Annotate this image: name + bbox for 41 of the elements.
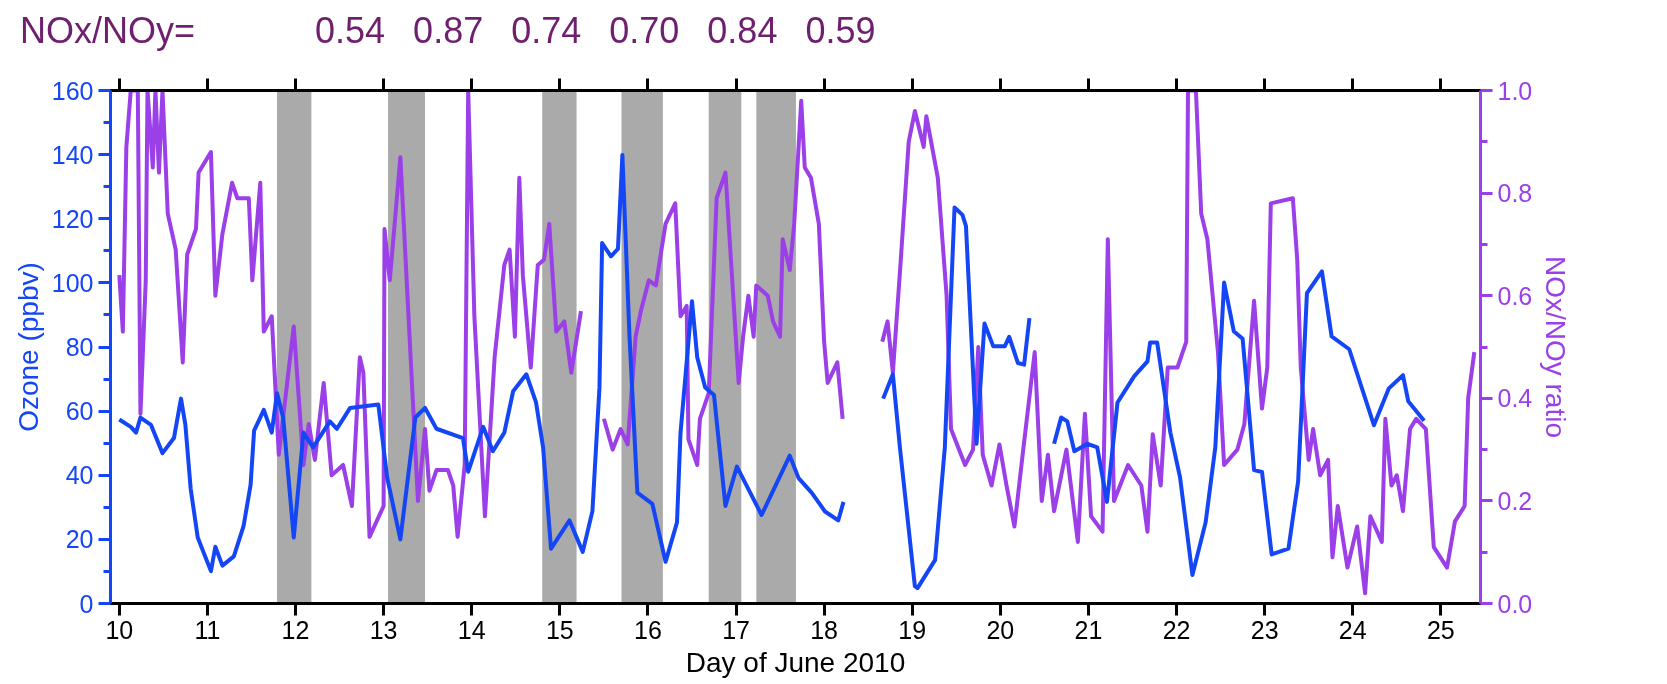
x-tick-label: 19: [898, 615, 927, 644]
x-tick-label: 22: [1162, 615, 1191, 644]
x-tick-label: 18: [810, 615, 839, 644]
x-tick-label: 16: [634, 615, 662, 644]
y-tick-label: 120: [51, 204, 94, 233]
x-tick-label: 10: [105, 615, 134, 644]
text: 0.59: [805, 10, 876, 51]
y2-tick-label: 0.8: [1497, 179, 1533, 208]
y-tick-label: 40: [65, 461, 94, 490]
x-tick-label: 25: [1426, 615, 1455, 644]
x-tick-label: 12: [281, 615, 310, 644]
text: NOx/NOy=: [20, 10, 196, 51]
y2-tick-label: 0.0: [1497, 589, 1533, 618]
y-tick-label: 80: [65, 333, 94, 361]
x-tick-label: 24: [1338, 615, 1367, 644]
y-tick-label: 60: [65, 397, 94, 426]
x-tick-label: 13: [369, 615, 398, 644]
x-tick-label: 14: [457, 615, 486, 644]
y-tick-label: 100: [51, 268, 94, 297]
x-axis-title: Day of June 2010: [685, 646, 906, 678]
x-tick-label: 21: [1074, 615, 1103, 644]
y2-tick-label: 0.6: [1497, 281, 1533, 310]
text: 0.74: [511, 10, 582, 51]
y2-tick-label: 1.0: [1497, 76, 1533, 105]
x-tick-label: 11: [194, 615, 221, 644]
text: 0.87: [413, 10, 484, 51]
y-tick-label: 20: [65, 525, 94, 554]
y-tick-label: 160: [51, 76, 94, 105]
y2-tick-label: 0.4: [1497, 384, 1533, 413]
y-tick-label: 140: [51, 140, 94, 169]
y2-tick-label: 0.2: [1497, 486, 1533, 515]
x-tick-label: 20: [986, 615, 1015, 644]
y-tick-label: 0: [79, 589, 94, 618]
text: 0.84: [707, 10, 778, 51]
x-tick-label: 17: [722, 615, 750, 644]
text: 0.70: [609, 10, 680, 51]
text: 0.54: [315, 10, 386, 51]
x-tick-label: 15: [545, 615, 574, 644]
x-tick-label: 23: [1250, 615, 1279, 644]
y2-axis-title: NOx/NOy ratio: [1540, 255, 1572, 439]
y-axis-title: Ozone (ppbv): [12, 262, 44, 432]
